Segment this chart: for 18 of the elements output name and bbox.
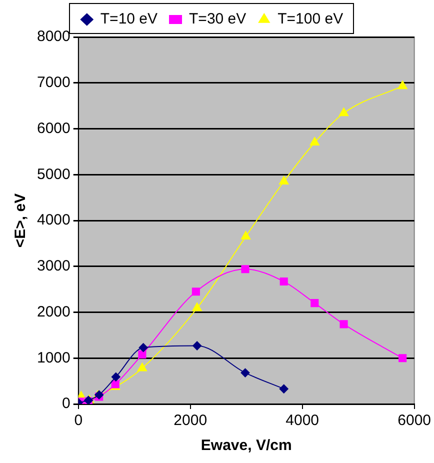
y-tick-label: 4000: [36, 212, 70, 229]
x-tick-label: 2000: [174, 412, 208, 430]
x-tick-label: 6000: [398, 412, 432, 430]
y-tick-label: 6000: [36, 120, 70, 137]
x-axis-title: Ewave, V/cm: [200, 437, 292, 454]
y-tick-label: 3000: [36, 258, 70, 275]
y-axis-title: <E>, eV: [12, 193, 30, 248]
y-tick-label: 2000: [36, 303, 70, 320]
x-tick-label: 4000: [286, 412, 320, 430]
y-tick-label: 8000: [36, 28, 70, 46]
legend-label: T=10 eV: [100, 10, 158, 28]
legend-label: T=30 eV: [189, 10, 246, 28]
x-tick-label: 0: [74, 412, 83, 430]
y-tick-label: 5000: [36, 166, 70, 183]
y-tick-label: 1000: [36, 349, 70, 366]
y-tick-label: 7000: [36, 74, 70, 92]
y-tick-label: 0: [62, 395, 70, 412]
legend-label: T=100 eV: [278, 10, 344, 28]
